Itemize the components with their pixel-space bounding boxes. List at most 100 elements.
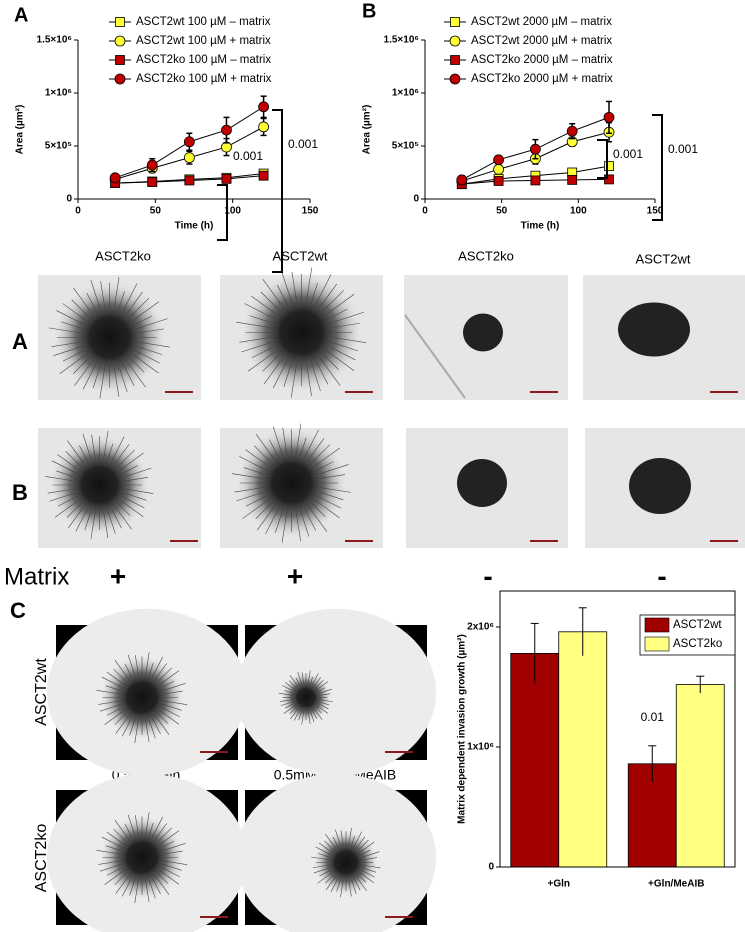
invasion-strand [105,503,116,534]
invasion-strand [312,464,349,477]
invasion-strand [158,859,188,865]
invasion-strand [118,490,147,501]
invasion-strand [325,335,367,344]
invasion-strand [130,344,163,355]
invasion-strand [121,712,135,737]
y-tick-label: 5×10⁵ [392,141,420,152]
invasion-strand [308,676,313,689]
legend-label: ASCT2ko 100 µM – matrix [136,54,271,66]
invasion-strand [79,445,91,468]
point [115,55,125,65]
error-bar [696,675,705,693]
invasion-strand [308,355,321,392]
invasion-strand [111,444,130,469]
invasion-strand [298,503,310,537]
annotation: 0.01 [641,710,665,724]
invasion-strand [115,496,144,518]
invasion-strand [151,870,170,895]
point [493,176,504,186]
point [258,170,269,181]
invasion-strand [313,866,334,874]
invasion-strand [311,677,321,690]
invasion-strand [98,859,126,865]
invasion-strand [319,868,335,877]
invasion-strand [251,295,283,319]
invasion-strand [280,698,297,702]
invasion-strand [358,851,380,859]
invasion-strand [73,287,97,320]
invasion-strand [298,706,304,721]
invasion-strand [116,358,128,393]
invasion-strand [324,339,359,352]
invasion-strand [358,857,378,861]
invasion-strand [127,814,138,842]
point [603,111,615,123]
annotation: 0.001 [288,137,318,151]
point [530,175,541,186]
legend-label: ASCT2ko 2000 µM – matrix [471,54,613,66]
invasion-strand [124,664,135,683]
invasion-strand [151,663,167,685]
invasion-strand [146,662,154,682]
invasion-strand [99,862,127,872]
invasion-strand [314,687,326,694]
invasion-strand [249,315,279,326]
spheroid [618,302,690,357]
legend-swatch [644,617,670,633]
invasion-strand [157,683,186,693]
invasion-strand [96,849,126,856]
invasion-strand [84,503,94,531]
point [566,125,578,137]
invasion-strand [357,849,371,857]
invasion-strand [59,350,92,374]
invasion-strand [283,703,299,714]
invasion-strand [114,660,133,685]
invasion-strand [242,495,274,519]
invasion-strand [311,705,323,720]
invasion-strand [65,450,86,472]
point [115,17,125,27]
invasion-strand [92,358,103,389]
invasion-strand [119,477,149,483]
invasion-strand [289,704,300,714]
invasion-strand [245,492,273,507]
legend-swatch [644,636,670,652]
spheroid [629,458,691,514]
legend-label: ASCT2ko 100 µM + matrix [136,73,272,85]
point [221,124,232,136]
invasion-strand [265,502,282,535]
invasion-strand [306,444,331,468]
invasion-strand [100,281,107,316]
invasion-strand [153,709,169,724]
invasion-strand [135,655,140,681]
invasion-strand [349,874,357,894]
matrix-sign: + [287,560,303,591]
invasion-strand [315,846,335,857]
x-tick-label: 100 [224,206,241,217]
invasion-strand [114,869,131,885]
invasion-strand [82,433,94,467]
invasion-strand [351,831,363,852]
invasion-strand [281,271,295,310]
invasion-strand [332,837,341,852]
bar [675,684,725,868]
invasion-strand [157,843,186,853]
point [449,35,461,47]
x-tick-label: 50 [150,206,162,217]
legend-label: ASCT2wt [673,619,722,631]
invasion-strand [153,667,172,686]
invasion-strand [121,872,135,897]
invasion-strand [75,502,91,532]
invasion-strand [317,869,336,884]
invasion-strand [353,836,366,853]
point [567,175,578,185]
invasion-strand [113,449,135,472]
invasion-strand [322,343,356,361]
invasion-strand [155,867,179,885]
invasion-strand [73,353,94,374]
invasion-strand [311,856,334,861]
legend-label: ASCT2ko 2000 µM + matrix [471,73,613,85]
invasion-strand [251,343,281,359]
invasion-strand [48,327,88,335]
invasion-strand [104,867,129,885]
